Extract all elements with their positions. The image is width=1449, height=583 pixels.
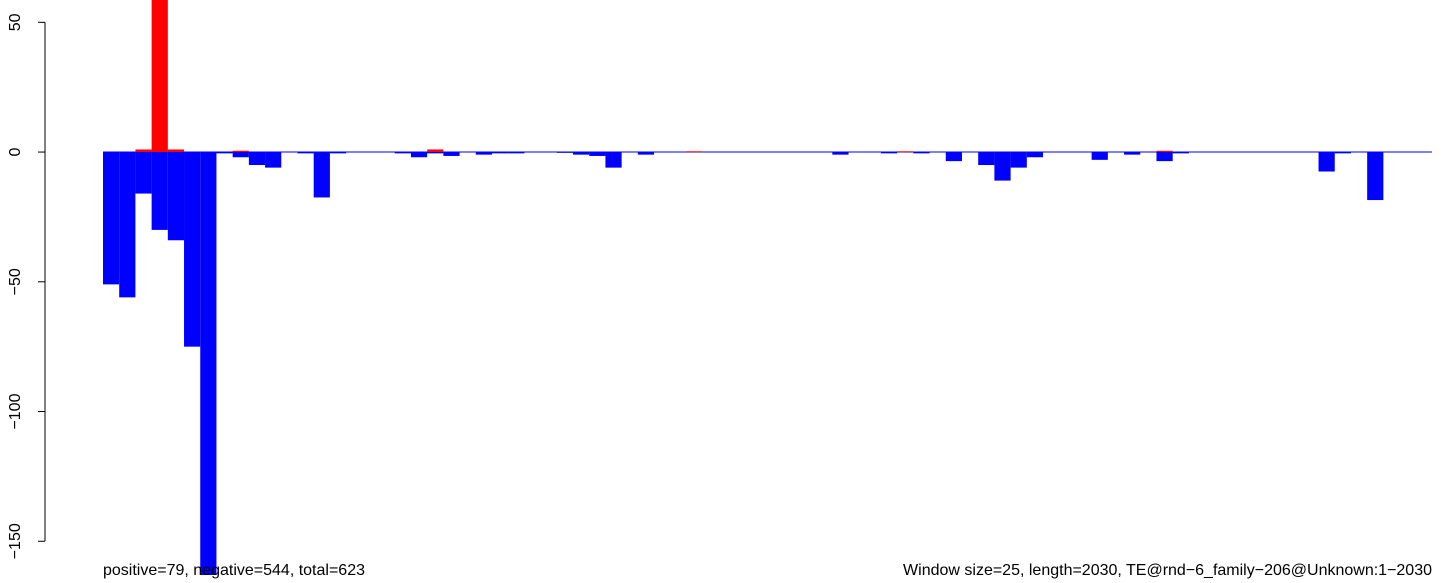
bar	[475, 152, 492, 155]
bar	[1026, 152, 1044, 158]
bar	[1156, 150, 1173, 153]
bar	[184, 152, 201, 347]
bar	[994, 152, 1011, 181]
y-tick-label: −100	[7, 393, 24, 429]
footer-left: positive=79, negative=544, total=623	[103, 562, 365, 579]
bar	[913, 152, 930, 154]
bar	[167, 149, 185, 153]
y-tick-label: 0	[7, 148, 24, 157]
bar	[1156, 152, 1173, 162]
bar	[427, 149, 444, 153]
bar	[135, 152, 152, 194]
bar	[589, 152, 606, 156]
bar	[1318, 152, 1335, 172]
y-tick-label: −50	[7, 268, 24, 295]
bar	[491, 152, 509, 154]
bar	[637, 152, 655, 155]
bar	[119, 152, 136, 298]
bar	[508, 152, 525, 154]
bar	[265, 152, 282, 168]
bar	[394, 152, 411, 154]
bar	[313, 152, 330, 198]
footer-right: Window size=25, length=2030, TE@rnd−6_fa…	[903, 562, 1432, 579]
bar	[216, 152, 233, 154]
bar	[1172, 152, 1189, 154]
bar	[151, 152, 168, 230]
bar	[1124, 152, 1141, 155]
bar	[897, 151, 914, 153]
bar	[410, 152, 428, 158]
bar	[232, 150, 249, 153]
bar	[135, 149, 152, 153]
bar	[151, 0, 168, 153]
bar	[1334, 152, 1351, 154]
bar	[103, 152, 120, 285]
bar	[880, 152, 898, 154]
plot-area	[103, 0, 1432, 575]
bar	[1091, 152, 1108, 160]
y-tick-label: −150	[7, 523, 24, 559]
bar	[427, 152, 444, 154]
bar	[1010, 152, 1027, 168]
bar	[297, 152, 314, 154]
bar	[686, 151, 703, 153]
bar	[329, 152, 347, 154]
bar	[832, 152, 849, 155]
bar	[556, 152, 574, 153]
bar	[443, 152, 460, 156]
bar	[200, 152, 217, 575]
bar	[573, 152, 590, 155]
bar	[1367, 152, 1384, 201]
bar	[248, 152, 266, 166]
bar	[605, 152, 622, 168]
bar	[167, 152, 185, 241]
bar	[978, 152, 995, 166]
y-tick-label: 50	[7, 13, 24, 31]
bar	[945, 152, 962, 162]
bar	[232, 152, 249, 158]
